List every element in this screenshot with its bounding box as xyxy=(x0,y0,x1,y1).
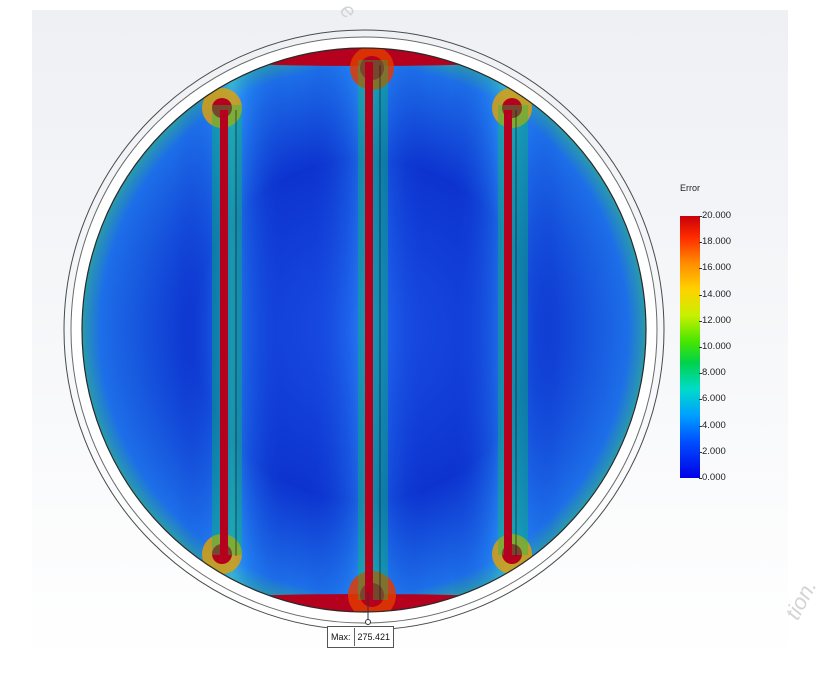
legend-tick-label: 4.000 xyxy=(699,419,726,431)
max-value-label: Max: 275.421 xyxy=(327,626,395,648)
legend-tick-label: 18.000 xyxy=(698,236,732,248)
max-pointer-dot xyxy=(365,619,371,625)
max-label-divider xyxy=(353,628,355,646)
color-legend: Error 20.000 18.000 16.000 14.000 12.000 10.0… xyxy=(680,183,790,503)
legend-tick-label: 2.000 xyxy=(699,445,726,457)
legend-color-bar xyxy=(680,216,700,478)
max-label-value: 275.421 xyxy=(357,632,391,642)
max-label-prefix: Max: xyxy=(331,632,351,642)
legend-tick-label: 6.000 xyxy=(699,393,726,405)
bar-right xyxy=(504,110,512,556)
legend-title: Error xyxy=(680,183,700,193)
legend-tick-label: 20.000 xyxy=(698,210,732,221)
legend-tick-label: 10.000 xyxy=(698,341,732,352)
legend-tick-label: 8.000 xyxy=(699,367,726,379)
legend-tick-label: 16.000 xyxy=(698,262,732,274)
legend-tick-label: 12.000 xyxy=(698,314,732,326)
disc-body xyxy=(82,48,646,612)
bar-left xyxy=(220,110,228,556)
legend-tick-label: 0.000 xyxy=(699,472,726,483)
bar-center xyxy=(365,62,373,600)
legend-tick-label: 14.000 xyxy=(698,288,732,300)
plot-viewport[interactable]: Error 20.000 18.000 16.000 14.000 12.000 10.0… xyxy=(32,10,788,662)
error-contour-plot xyxy=(63,29,665,631)
